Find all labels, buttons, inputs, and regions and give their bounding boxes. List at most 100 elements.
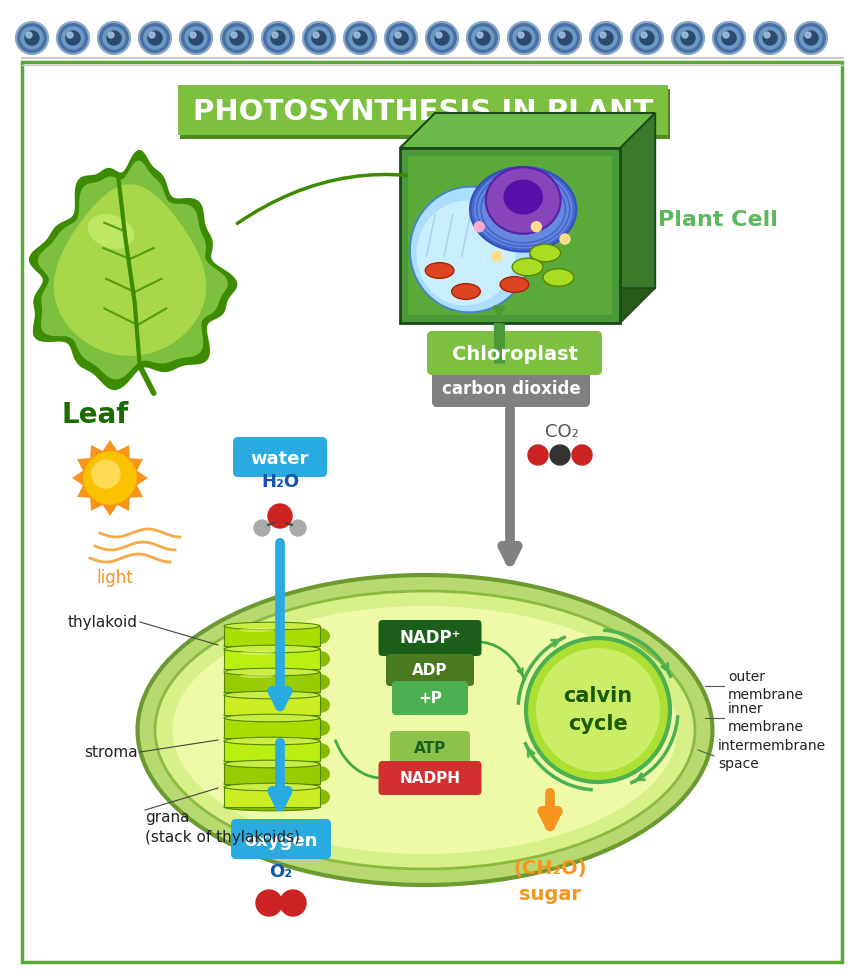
Circle shape bbox=[221, 22, 253, 54]
Polygon shape bbox=[400, 113, 655, 148]
Circle shape bbox=[536, 648, 660, 772]
FancyBboxPatch shape bbox=[390, 731, 470, 765]
Circle shape bbox=[180, 22, 212, 54]
Circle shape bbox=[600, 32, 606, 38]
Ellipse shape bbox=[529, 244, 561, 262]
Ellipse shape bbox=[310, 743, 330, 759]
Circle shape bbox=[313, 32, 319, 38]
Circle shape bbox=[759, 27, 781, 49]
Text: oxygen: oxygen bbox=[244, 832, 317, 850]
Circle shape bbox=[513, 27, 535, 49]
Circle shape bbox=[280, 890, 306, 916]
Circle shape bbox=[631, 22, 663, 54]
Ellipse shape bbox=[224, 665, 320, 673]
Polygon shape bbox=[435, 113, 655, 288]
Circle shape bbox=[477, 32, 483, 38]
Polygon shape bbox=[29, 150, 237, 390]
Text: ADP: ADP bbox=[413, 662, 448, 677]
Circle shape bbox=[107, 31, 121, 45]
Circle shape bbox=[672, 22, 704, 54]
Circle shape bbox=[344, 22, 376, 54]
Text: NADPH: NADPH bbox=[400, 770, 460, 786]
Ellipse shape bbox=[224, 691, 320, 699]
Bar bbox=[224, 787, 320, 807]
Ellipse shape bbox=[310, 720, 330, 736]
Ellipse shape bbox=[224, 668, 320, 676]
Circle shape bbox=[476, 31, 490, 45]
Text: stroma: stroma bbox=[85, 745, 138, 760]
Ellipse shape bbox=[224, 688, 320, 696]
Circle shape bbox=[804, 31, 818, 45]
Circle shape bbox=[526, 638, 670, 782]
Circle shape bbox=[558, 31, 572, 45]
Circle shape bbox=[92, 460, 120, 488]
Ellipse shape bbox=[224, 737, 320, 745]
Ellipse shape bbox=[310, 766, 330, 782]
Ellipse shape bbox=[471, 168, 576, 251]
Text: NADP⁺: NADP⁺ bbox=[400, 629, 461, 647]
Circle shape bbox=[272, 32, 278, 38]
Text: grana
(stack of thylakoids): grana (stack of thylakoids) bbox=[145, 810, 300, 845]
Circle shape bbox=[435, 31, 449, 45]
Ellipse shape bbox=[224, 711, 320, 718]
Circle shape bbox=[549, 22, 581, 54]
Ellipse shape bbox=[310, 628, 330, 644]
Circle shape bbox=[262, 22, 294, 54]
Circle shape bbox=[98, 22, 130, 54]
Bar bbox=[224, 718, 320, 738]
Circle shape bbox=[312, 31, 326, 45]
Text: sugar: sugar bbox=[519, 885, 581, 904]
Ellipse shape bbox=[512, 259, 543, 275]
Ellipse shape bbox=[410, 186, 531, 313]
Circle shape bbox=[185, 27, 207, 49]
Ellipse shape bbox=[416, 201, 516, 306]
FancyBboxPatch shape bbox=[427, 331, 602, 375]
Text: Leaf: Leaf bbox=[61, 401, 129, 429]
Circle shape bbox=[395, 32, 401, 38]
Circle shape bbox=[590, 22, 622, 54]
FancyBboxPatch shape bbox=[180, 89, 670, 139]
FancyBboxPatch shape bbox=[432, 367, 590, 407]
Circle shape bbox=[385, 22, 417, 54]
Ellipse shape bbox=[426, 263, 454, 278]
FancyBboxPatch shape bbox=[22, 62, 842, 962]
Text: (CH₂O): (CH₂O) bbox=[513, 858, 586, 877]
Circle shape bbox=[303, 22, 335, 54]
Circle shape bbox=[528, 445, 548, 465]
Circle shape bbox=[764, 32, 770, 38]
Circle shape bbox=[349, 27, 371, 49]
Circle shape bbox=[572, 445, 592, 465]
Text: H₂O: H₂O bbox=[261, 473, 299, 491]
Ellipse shape bbox=[138, 575, 713, 885]
FancyBboxPatch shape bbox=[379, 761, 482, 795]
Circle shape bbox=[560, 234, 570, 244]
Circle shape bbox=[682, 32, 688, 38]
Ellipse shape bbox=[155, 591, 695, 869]
Polygon shape bbox=[400, 113, 655, 148]
Text: water: water bbox=[251, 450, 309, 468]
Text: intermembrane
space: intermembrane space bbox=[718, 739, 826, 770]
Circle shape bbox=[67, 32, 73, 38]
Ellipse shape bbox=[310, 789, 330, 805]
Circle shape bbox=[517, 31, 531, 45]
Text: inner
membrane: inner membrane bbox=[728, 703, 804, 734]
Circle shape bbox=[474, 221, 484, 231]
Bar bbox=[224, 626, 320, 646]
Text: O₂: O₂ bbox=[269, 863, 292, 881]
Text: +P: +P bbox=[418, 691, 442, 706]
Circle shape bbox=[754, 22, 786, 54]
Circle shape bbox=[599, 31, 613, 45]
FancyBboxPatch shape bbox=[233, 437, 327, 477]
Circle shape bbox=[508, 22, 540, 54]
Circle shape bbox=[144, 27, 166, 49]
Circle shape bbox=[492, 252, 502, 262]
Text: thylakoid: thylakoid bbox=[68, 614, 138, 629]
Bar bbox=[224, 741, 320, 761]
Circle shape bbox=[66, 31, 80, 45]
Circle shape bbox=[230, 31, 244, 45]
Circle shape bbox=[139, 22, 171, 54]
Circle shape bbox=[467, 22, 499, 54]
Circle shape bbox=[472, 27, 494, 49]
Bar bbox=[400, 148, 620, 323]
Bar bbox=[224, 695, 320, 715]
